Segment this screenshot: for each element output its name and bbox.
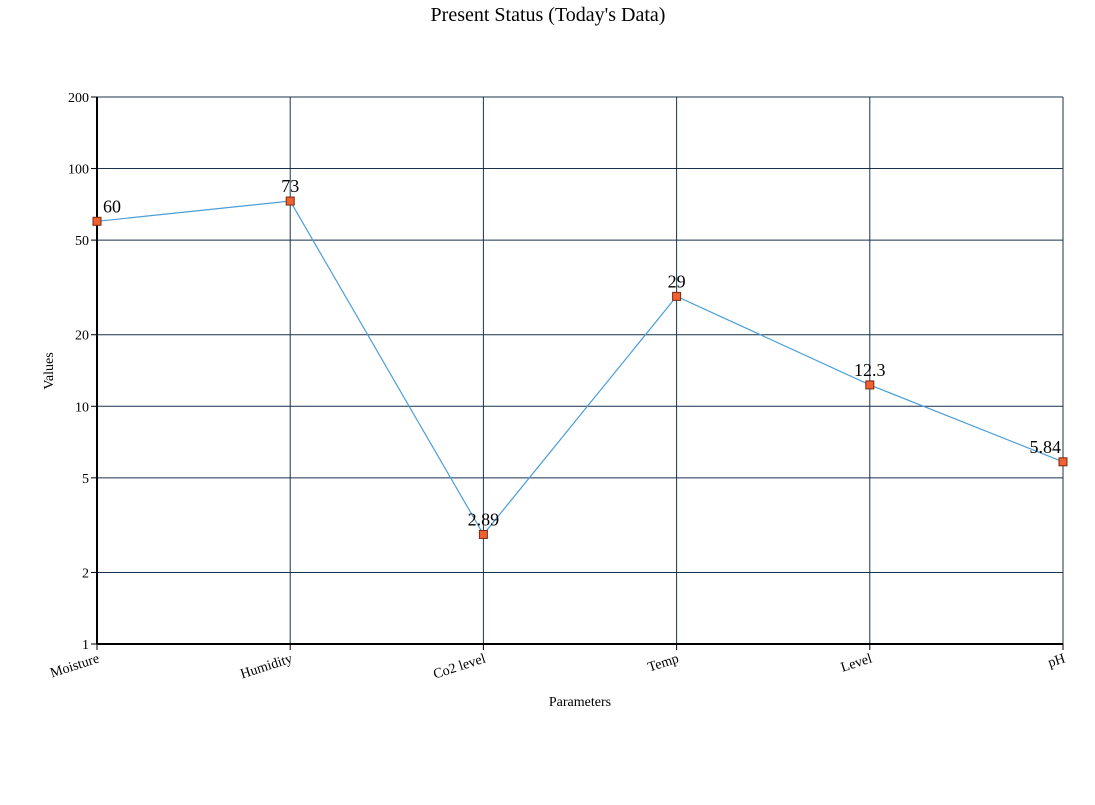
data-label: 73 <box>281 176 299 196</box>
y-axis-ticks: 1 2 5 10 20 50 100 200 <box>68 91 97 653</box>
y-tick-label: 10 <box>75 400 89 415</box>
y-tick-label: 5 <box>82 472 89 487</box>
data-label: 60 <box>103 196 121 216</box>
y-tick-label: 50 <box>75 234 89 249</box>
x-tick-label: Level <box>839 652 874 676</box>
y-axis-title: Values <box>42 352 57 389</box>
data-point-marker <box>865 380 875 390</box>
grid <box>97 96 1064 644</box>
y-tick-label: 2 <box>82 566 89 581</box>
series-line <box>96 200 1064 536</box>
data-label: 5.84 <box>1030 437 1062 457</box>
markers <box>92 196 1068 539</box>
x-tick-label: Humidity <box>239 652 295 683</box>
axes <box>96 97 1063 645</box>
x-axis-title: Parameters <box>549 695 611 710</box>
chart-title: Present Status (Today's Data) <box>431 4 666 26</box>
x-tick-label: Temp <box>646 652 681 676</box>
series <box>96 200 1064 536</box>
y-tick-label: 100 <box>68 163 89 178</box>
data-point-marker <box>1058 457 1068 467</box>
data-point-marker <box>478 529 488 539</box>
data-label: 2.89 <box>468 509 500 529</box>
data-point-marker <box>672 291 682 301</box>
data-point-marker <box>92 216 102 226</box>
y-tick-label: 200 <box>68 91 89 106</box>
x-tick-label: Moisture <box>49 652 102 682</box>
data-label: 12.3 <box>854 360 886 380</box>
y-tick-label: 20 <box>75 329 89 344</box>
x-tick-label: pH <box>1046 652 1067 672</box>
data-label: 29 <box>668 271 686 291</box>
y-tick-label: 1 <box>82 638 89 653</box>
x-tick-label: Co2 level <box>432 652 488 683</box>
data-point-marker <box>285 196 295 206</box>
x-axis-ticks: Moisture Humidity Co2 level Temp Level pH <box>49 644 1067 683</box>
data-labels: 60 73 2.89 29 12.3 5.84 <box>103 176 1061 529</box>
